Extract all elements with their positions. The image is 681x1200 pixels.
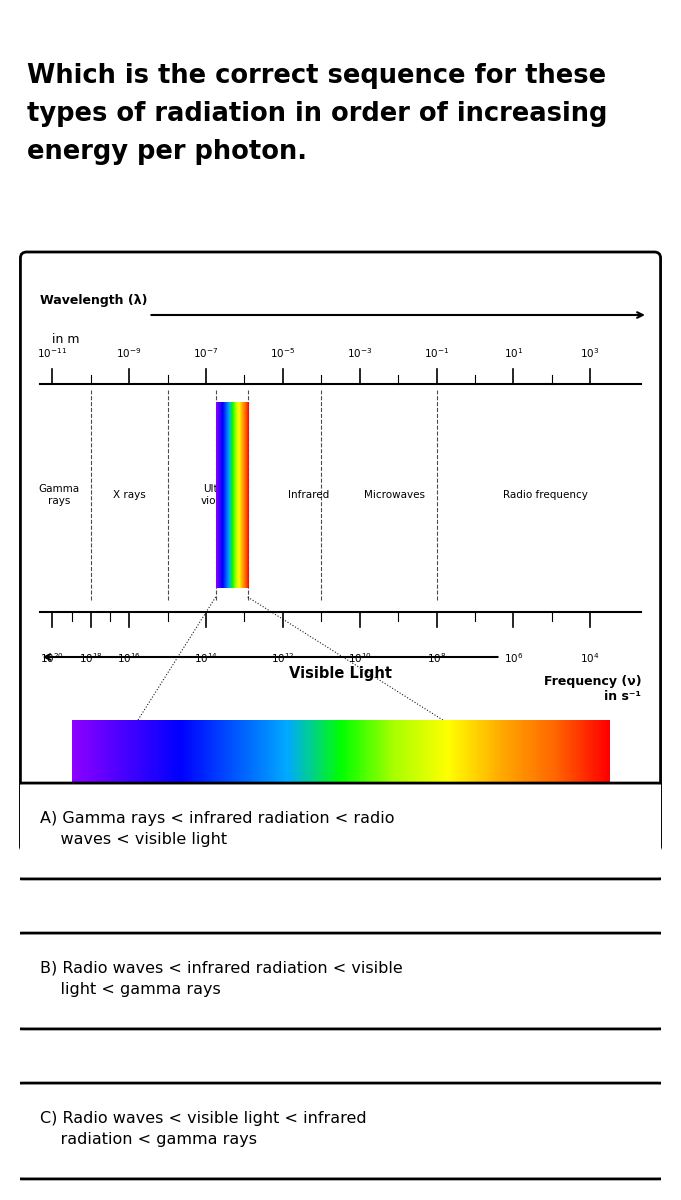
FancyBboxPatch shape	[11, 934, 670, 1028]
Text: $10^{-3}$: $10^{-3}$	[347, 346, 373, 360]
Text: Which is the correct sequence for these
types of radiation in order of increasin: Which is the correct sequence for these …	[27, 64, 607, 166]
Text: $10^{3}$: $10^{3}$	[580, 346, 600, 360]
Text: Ultra
violet: Ultra violet	[201, 484, 230, 505]
Text: $10^{10}$: $10^{10}$	[348, 650, 372, 665]
Text: Frequency (ν)
   in s⁻¹: Frequency (ν) in s⁻¹	[543, 674, 642, 703]
FancyBboxPatch shape	[20, 252, 661, 852]
Text: $10^{-7}$: $10^{-7}$	[193, 346, 219, 360]
Text: $10^{20}$: $10^{20}$	[40, 650, 65, 665]
Text: $10^{14}$: $10^{14}$	[194, 650, 218, 665]
Text: 750 nm: 750 nm	[565, 842, 609, 856]
Text: in m: in m	[39, 332, 79, 346]
Text: $10^{1}$: $10^{1}$	[504, 346, 523, 360]
Text: $10^{8}$: $10^{8}$	[427, 650, 446, 665]
Text: Gamma
rays: Gamma rays	[38, 484, 80, 505]
Text: C) Radio waves < visible light < infrared
    radiation < gamma rays: C) Radio waves < visible light < infrare…	[39, 1111, 366, 1147]
Text: $10^{4}$: $10^{4}$	[580, 650, 600, 665]
Text: X rays: X rays	[113, 490, 146, 500]
Text: $10^{18}$: $10^{18}$	[79, 650, 103, 665]
Text: 400 nm: 400 nm	[72, 842, 116, 856]
Text: $10^{-5}$: $10^{-5}$	[270, 346, 296, 360]
Text: Wavelength (λ): Wavelength (λ)	[39, 294, 147, 307]
Text: $10^{-11}$: $10^{-11}$	[37, 346, 67, 360]
Text: Visible Light: Visible Light	[289, 666, 392, 680]
FancyBboxPatch shape	[11, 1084, 670, 1178]
Text: Microwaves: Microwaves	[364, 490, 426, 500]
Text: B) Radio waves < infrared radiation < visible
    light < gamma rays: B) Radio waves < infrared radiation < vi…	[39, 961, 402, 997]
Text: $10^{-1}$: $10^{-1}$	[424, 346, 449, 360]
Text: A) Gamma rays < infrared radiation < radio
    waves < visible light: A) Gamma rays < infrared radiation < rad…	[39, 811, 394, 847]
Text: $10^{12}$: $10^{12}$	[271, 650, 295, 665]
Text: Infrared: Infrared	[288, 490, 329, 500]
Text: $10^{-9}$: $10^{-9}$	[116, 346, 142, 360]
Text: $10^{16}$: $10^{16}$	[117, 650, 141, 665]
FancyBboxPatch shape	[11, 784, 670, 878]
Text: Radio frequency: Radio frequency	[503, 490, 588, 500]
Text: $10^{6}$: $10^{6}$	[504, 650, 523, 665]
